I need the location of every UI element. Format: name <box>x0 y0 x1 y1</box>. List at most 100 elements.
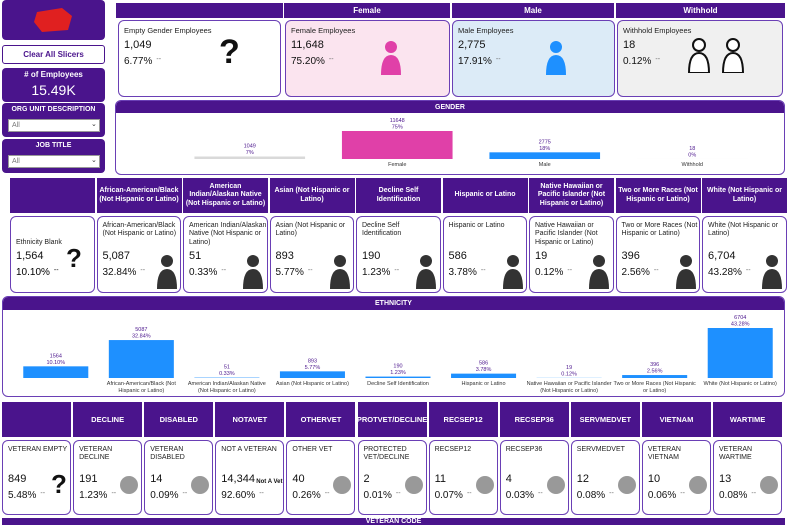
clear-slicers-button[interactable]: Clear All Slicers <box>2 45 105 64</box>
card-count: 11,648 <box>291 39 324 51</box>
slicer-dropdown[interactable]: All ⌄ <box>8 155 100 168</box>
bar <box>279 371 345 378</box>
gender-card: Female Employees 11,648 75.20% -- <box>285 20 450 97</box>
ethnicity-header: African-American/Black (Not Hispanic or … <box>96 178 182 213</box>
card-indicator: -- <box>567 267 573 274</box>
card-count: 18 <box>623 39 636 51</box>
value-label: 893 <box>308 358 317 364</box>
bar <box>365 376 431 378</box>
card-pct-row: 10.10% -- <box>16 267 86 279</box>
card-pct-row: 0.12% -- <box>623 56 693 68</box>
card-pct: 0.01% <box>363 490 392 501</box>
card-count: 13 <box>719 473 732 485</box>
slicer: JOB TITLE All ⌄ <box>2 139 105 173</box>
veteran-header: SERVMEDVET <box>570 402 640 437</box>
value-label: 11648 <box>390 118 405 124</box>
icon-shape <box>546 476 565 494</box>
icon-shape <box>688 476 707 494</box>
veteran-card: NOT A VETERAN 14,344 92.60% -- Not A Vet <box>215 440 285 515</box>
veteran-card: VETERAN EMPTY 849 5.48% --? <box>2 440 72 515</box>
card-count: 893 <box>275 250 294 262</box>
card-count: 4 <box>505 473 512 485</box>
employees-label: # of Employees <box>24 70 83 79</box>
category-label: Two or More Races (Not Hispanic or Latin… <box>613 381 696 394</box>
icon-head <box>506 255 519 267</box>
gender_chart-box: GENDER 1049 7% 11648 75% 2775 18% 18 0% Female Mal… <box>115 100 785 175</box>
avatar-icon <box>416 255 436 289</box>
card-pct-row: 6.77% -- <box>124 56 194 68</box>
percent-label: 75% <box>392 125 403 131</box>
card-pct: 6.77% <box>124 56 153 67</box>
icon-body <box>762 269 782 289</box>
value-label: 51 <box>224 365 230 371</box>
ethnicity-card: Asian (Not Hispanic or Latino) 893 5.77% -- <box>269 216 354 293</box>
avatar-icon <box>243 255 263 289</box>
ethnicity-header: Asian (Not Hispanic or Latino) <box>269 178 355 213</box>
veteran-card: OTHER VET 40 0.26% -- <box>286 440 356 515</box>
veteran-icon <box>191 476 210 494</box>
card-indicator: -- <box>221 267 227 274</box>
percent-label: 18% <box>539 146 550 152</box>
card-pct: 10.10% <box>16 267 50 278</box>
value-label: 190 <box>393 364 402 370</box>
gender-card: Withhold Employees 18 0.12% -- <box>617 20 783 97</box>
card-pct-row: 0.33% -- <box>189 267 259 279</box>
category-label: Male <box>538 162 551 168</box>
ethnicity-card: Native Hawaiian or Pacific Islander (Not… <box>529 216 614 293</box>
card-indicator: -- <box>480 267 486 274</box>
veteran-card: VETERAN DISABLED 14 0.09% -- <box>144 440 214 515</box>
slicer: ORG UNIT DESCRIPTION All ⌄ <box>2 103 105 137</box>
icon-body <box>329 269 350 289</box>
card-title: American Indian/Alaskan Native (Not Hisp… <box>189 222 267 246</box>
card-title: SERVMEDVET <box>576 446 625 453</box>
card-indicator: -- <box>259 490 264 497</box>
card-count: 191 <box>79 473 98 485</box>
card-pct-row: 17.91% -- <box>458 56 528 68</box>
bar <box>341 131 453 159</box>
card-pct-row: 0.01% -- <box>364 490 434 502</box>
value-label: 1564 <box>50 353 62 359</box>
card-pct: 0.03% <box>505 490 535 501</box>
icon-shape <box>333 476 352 494</box>
bar <box>451 373 517 378</box>
card-indicator: -- <box>745 267 751 274</box>
card-pct: 92.60% <box>221 490 256 501</box>
icon-shape <box>120 476 139 494</box>
veteran-icon <box>404 476 423 494</box>
slicer-label: JOB TITLE <box>35 142 72 149</box>
slicer-dropdown[interactable]: All ⌄ <box>8 119 100 132</box>
icon-body <box>687 51 711 73</box>
card-count: 5,087 <box>102 250 131 262</box>
veteran-icon <box>688 476 707 494</box>
card-indicator: -- <box>324 490 330 497</box>
category-label: Hispanic or Latino <box>461 381 506 387</box>
card-title: PROTECTED VET/DECLINE <box>363 446 410 462</box>
logo <box>34 8 72 32</box>
avatar-icon <box>762 255 782 289</box>
ethnicity-card: Decline Self Identification 190 1.23% -- <box>356 216 441 293</box>
card-indicator: -- <box>394 267 400 274</box>
gender-card: Empty Gender Employees 1,049 6.77% --? <box>118 20 281 97</box>
avatar-icon <box>502 255 523 289</box>
icon-head <box>692 38 706 52</box>
header-blank <box>2 402 72 437</box>
ethnicity-header: American Indian/Alaskan Native (Not Hisp… <box>183 178 268 213</box>
restroom-icon <box>687 38 711 73</box>
card-pct: 0.09% <box>150 490 179 501</box>
ethnicity-header: Decline Self Identification <box>356 178 441 213</box>
card-title: VETERAN WARTIME <box>719 446 753 462</box>
percent-label: 0.33% <box>219 371 235 377</box>
icon-shape <box>404 476 423 494</box>
value-label: 6704 <box>734 315 746 321</box>
female-icon <box>381 41 401 75</box>
card-pct: 75.20% <box>291 56 325 67</box>
category-label: Decline Self Identification <box>367 381 429 387</box>
card-title: Decline Self Identification <box>362 222 402 238</box>
icon-shape <box>760 476 778 494</box>
card-pct-row: 0.09% -- <box>150 490 220 502</box>
card-pct-row: 0.03% -- <box>506 490 576 502</box>
percent-label: 7% <box>246 150 254 156</box>
footer-header: VETERAN CODE <box>2 518 785 525</box>
male-icon <box>546 41 566 75</box>
